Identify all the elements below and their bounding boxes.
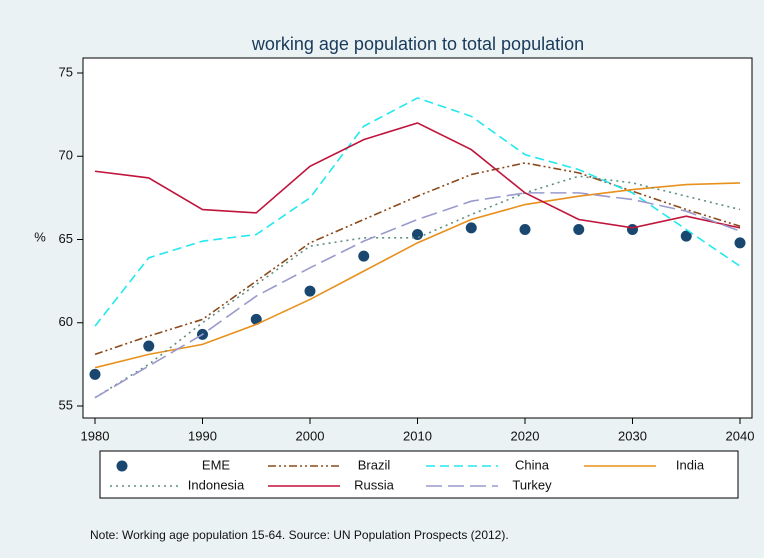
y-tick-label: 60 <box>59 314 73 329</box>
x-tick-label: 1980 <box>81 428 110 443</box>
marker <box>358 250 370 262</box>
x-tick-label: 2000 <box>296 428 325 443</box>
legend-label: Indonesia <box>188 477 245 492</box>
marker <box>412 229 423 241</box>
marker <box>680 230 692 242</box>
marker <box>519 224 531 236</box>
marker <box>89 368 101 380</box>
legend-label: Brazil <box>358 457 391 472</box>
series-line <box>94 122 741 229</box>
x-tick-label: 2040 <box>726 428 755 443</box>
legend-label: China <box>515 457 550 472</box>
x-tick-label: 2020 <box>511 428 540 443</box>
legend-label: Russia <box>354 477 395 492</box>
marker <box>734 237 746 249</box>
series-line <box>94 162 741 356</box>
y-axis-label: % <box>34 229 46 244</box>
marker <box>143 340 155 352</box>
y-tick-label: 65 <box>59 231 73 246</box>
legend-box <box>99 450 739 499</box>
legend-label: Turkey <box>512 477 552 492</box>
y-tick-label: 55 <box>59 397 73 412</box>
series-line <box>94 97 741 327</box>
marker <box>627 224 638 236</box>
series-line <box>94 182 741 369</box>
y-tick-label: 75 <box>59 64 73 79</box>
legend-label: India <box>676 457 705 472</box>
chart-title: working age population to total populati… <box>251 34 584 54</box>
legend-marker <box>116 460 128 472</box>
legend-label: EME <box>202 457 231 472</box>
x-tick-label: 1990 <box>188 428 217 443</box>
marker <box>465 222 477 234</box>
x-tick-label: 2030 <box>618 428 647 443</box>
note: Note: Working age population 15-64. Sour… <box>90 528 509 542</box>
marker <box>304 285 316 297</box>
y-tick-label: 70 <box>59 148 73 163</box>
x-tick-label: 2010 <box>403 428 432 443</box>
marker <box>573 224 585 236</box>
marker <box>250 313 262 325</box>
series-line <box>94 192 741 399</box>
